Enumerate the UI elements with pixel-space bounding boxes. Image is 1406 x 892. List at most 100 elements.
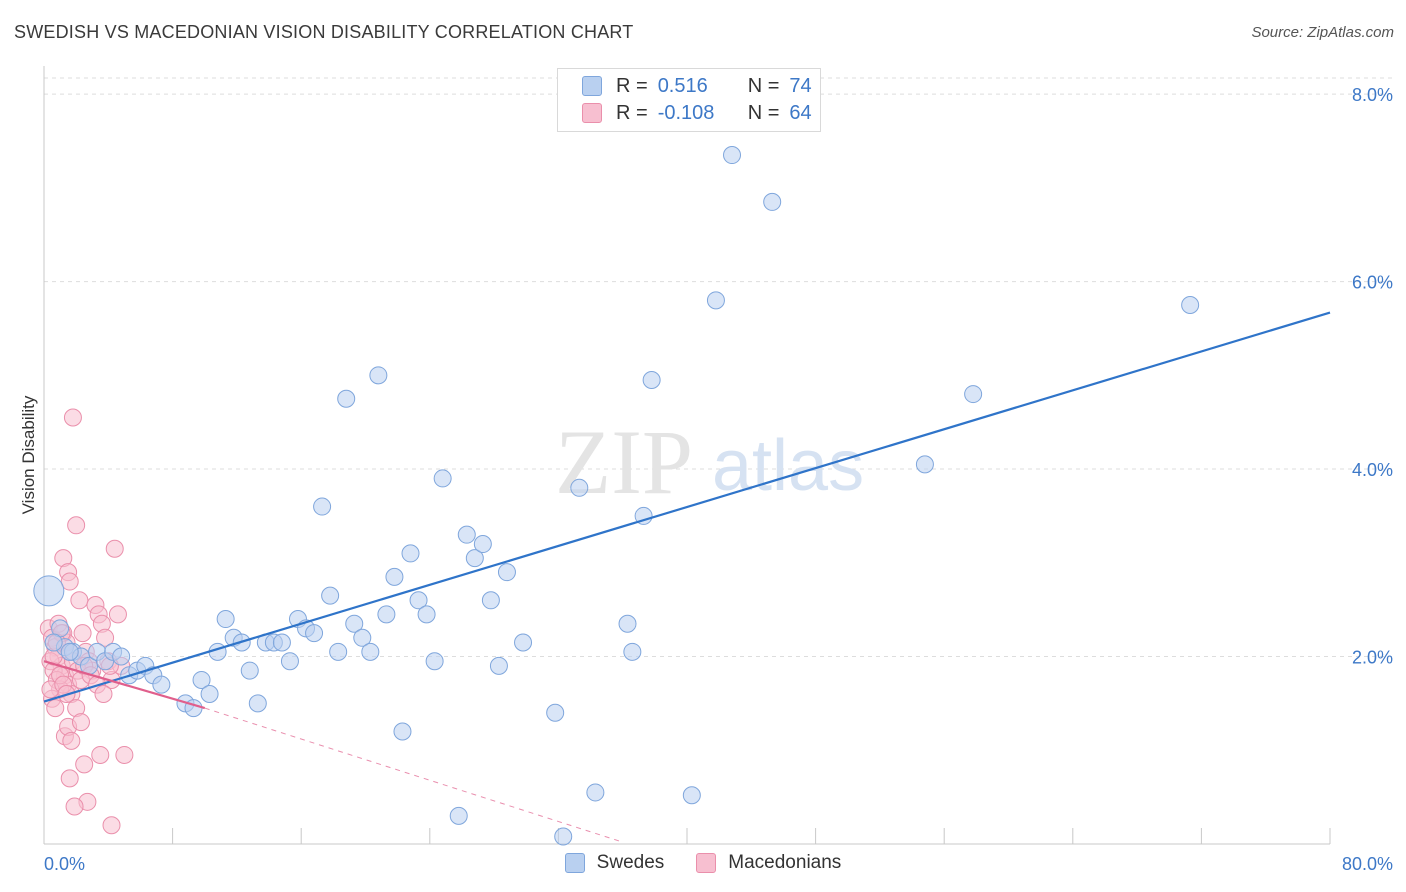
watermark: ZIP atlas: [555, 411, 864, 513]
n-value: 74: [789, 74, 812, 97]
swedes-point: [152, 675, 171, 694]
swedes-point: [706, 291, 725, 310]
macedonians-point: [65, 797, 84, 816]
swedes-point: [393, 722, 412, 741]
swedes-point: [305, 624, 324, 643]
r-label: R =: [616, 74, 648, 97]
swedes-point: [401, 544, 420, 563]
swedes-point: [369, 366, 388, 385]
swedes-swatch: [582, 76, 602, 96]
swedes-point: [409, 591, 428, 610]
axes: [43, 66, 1331, 845]
swedes-point: [763, 192, 782, 211]
n-label: N =: [747, 74, 780, 97]
swedes-point: [915, 455, 934, 474]
swedes-point: [329, 642, 348, 661]
x-tick-label: 0.0%: [44, 854, 85, 874]
macedonians-point: [62, 731, 81, 750]
swedes-point: [200, 685, 219, 704]
macedonians-point: [96, 628, 115, 647]
legend-item-macedonians[interactable]: Macedonians: [696, 852, 841, 874]
swedes-trend-line: [43, 311, 1331, 703]
legend-item-swedes[interactable]: Swedes: [564, 852, 665, 874]
macedonians-swatch: [696, 853, 717, 873]
grid-lines: [44, 77, 1392, 658]
swedes-point: [618, 614, 637, 633]
swedes-point: [240, 661, 259, 680]
swedes-point: [473, 535, 492, 554]
swedes-point: [272, 633, 291, 652]
swedes-point: [216, 610, 235, 629]
macedonians-swatch: [582, 103, 602, 123]
swedes-point: [465, 549, 484, 568]
r-label: R =: [616, 101, 648, 124]
watermark-zip: ZIP: [555, 411, 693, 513]
swedes-point: [481, 591, 500, 610]
y-tick-label: 4.0%: [1352, 460, 1393, 480]
r-value: -0.108: [657, 101, 715, 124]
macedonians-trend-line: [43, 660, 206, 710]
swedes-point: [723, 146, 742, 165]
macedonians-point: [102, 816, 121, 835]
swedes-point: [489, 656, 508, 675]
macedonians-point: [60, 572, 79, 591]
macedonians-series: [39, 408, 134, 835]
swedes-point: [634, 506, 653, 525]
swedes-point: [546, 703, 565, 722]
macedonians-point: [105, 539, 124, 558]
swedes-point: [682, 786, 701, 805]
swedes-point: [586, 783, 605, 802]
y-tick-label: 8.0%: [1352, 85, 1393, 105]
swedes-point: [112, 647, 131, 666]
macedonians-point: [91, 745, 110, 764]
swedes-swatch: [564, 853, 585, 873]
swedes-point: [457, 525, 476, 544]
legend-row-macedonians: R = -0.108 N = 64: [582, 100, 812, 126]
swedes-point: [192, 670, 211, 689]
series-legend: Swedes Macedonians: [0, 852, 1406, 874]
y-axis-title: Vision Disability: [19, 395, 38, 514]
y-tick-label: 6.0%: [1352, 273, 1393, 293]
legend-row-swedes: R = 0.516 N = 74: [582, 73, 812, 99]
swedes-point: [449, 806, 468, 825]
watermark-atlas: atlas: [712, 426, 864, 506]
source-label: Source: ZipAtlas.com: [1251, 24, 1394, 41]
n-value: 64: [789, 101, 812, 124]
macedonians-point: [115, 745, 134, 764]
swedes-point: [280, 652, 299, 671]
swedes-point: [433, 469, 452, 488]
legend-label-macedonians: Macedonians: [728, 852, 842, 873]
swedes-point: [337, 389, 356, 408]
swedes-point: [642, 371, 661, 390]
legend-label-swedes: Swedes: [596, 852, 665, 873]
macedonians-point: [46, 699, 65, 718]
swedes-point: [321, 586, 340, 605]
swedes-point: [570, 478, 589, 497]
swedes-point: [964, 385, 983, 404]
swedes-series: [33, 103, 1200, 846]
macedonians-point: [108, 605, 127, 624]
swedes-point: [497, 563, 516, 582]
correlation-legend: R = 0.516 N = 74 R = -0.108 N = 64: [557, 68, 821, 132]
x-tick-label: 80.0%: [1342, 854, 1393, 874]
swedes-point: [44, 633, 63, 652]
macedonians-point: [94, 685, 113, 704]
chart-title: SWEDISH VS MACEDONIAN VISION DISABILITY …: [14, 22, 634, 42]
swedes-point: [417, 605, 436, 624]
trend-lines: [43, 311, 1331, 843]
swedes-point: [313, 497, 332, 516]
macedonians-point: [75, 755, 94, 774]
swedes-point: [623, 642, 642, 661]
macedonians-point: [70, 591, 89, 610]
swedes-point: [554, 827, 573, 846]
swedes-point: [377, 605, 396, 624]
swedes-point: [33, 575, 65, 607]
swedes-point: [1181, 296, 1200, 315]
macedonians-point: [60, 769, 79, 788]
swedes-point: [60, 642, 79, 661]
macedonians-trend-extension: [204, 707, 623, 843]
r-value: 0.516: [657, 74, 708, 97]
swedes-point: [514, 633, 533, 652]
y-tick-label: 2.0%: [1352, 648, 1393, 668]
